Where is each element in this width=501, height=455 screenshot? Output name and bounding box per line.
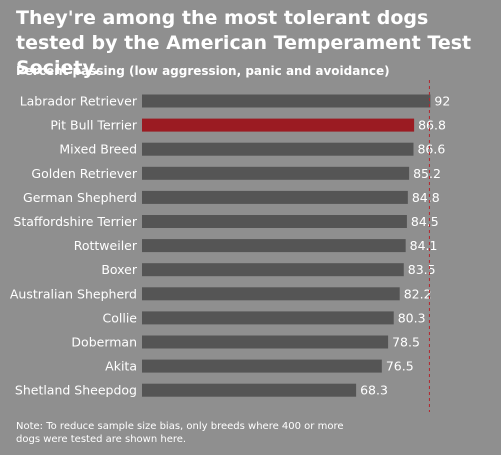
category-label-rottweiler: Rottweiler bbox=[74, 238, 138, 253]
bar-rottweiler bbox=[142, 239, 406, 253]
category-label-labrador-retriever: Labrador Retriever bbox=[20, 94, 138, 109]
chart-subtitle: Percent passing (low aggression, panic a… bbox=[16, 64, 390, 78]
bar-collie bbox=[142, 311, 394, 325]
value-label-akita: 76.5 bbox=[386, 359, 414, 374]
chart-title: They're among the most tolerant dogs tes… bbox=[16, 7, 472, 79]
category-label-mixed-breed: Mixed Breed bbox=[59, 142, 137, 157]
value-label-shetland-sheepdog: 68.3 bbox=[360, 383, 388, 398]
category-label-german-shepherd: German Shepherd bbox=[23, 190, 137, 205]
bar-doberman bbox=[142, 335, 389, 349]
value-label-golden-retriever: 85.2 bbox=[413, 166, 441, 181]
value-label-collie: 80.3 bbox=[398, 310, 426, 325]
category-label-boxer: Boxer bbox=[101, 262, 138, 277]
value-label-rottweiler: 84.1 bbox=[410, 238, 438, 253]
category-label-collie: Collie bbox=[103, 310, 138, 325]
value-label-staffordshire-terrier: 84.5 bbox=[411, 214, 439, 229]
bar-australian-shepherd bbox=[142, 287, 400, 301]
bar-labrador-retriever bbox=[142, 94, 431, 108]
category-label-golden-retriever: Golden Retriever bbox=[31, 166, 137, 181]
bar-golden-retriever bbox=[142, 166, 410, 180]
bar-shetland-sheepdog bbox=[142, 383, 357, 397]
value-label-german-shepherd: 84.8 bbox=[412, 190, 440, 205]
footnote: Note: To reduce sample size bias, only b… bbox=[16, 421, 344, 445]
bar-german-shepherd bbox=[142, 190, 408, 204]
category-label-australian-shepherd: Australian Shepherd bbox=[10, 286, 137, 301]
bar-staffordshire-terrier bbox=[142, 215, 407, 228]
category-label-akita: Akita bbox=[105, 359, 137, 374]
bar-mixed-breed bbox=[142, 142, 414, 156]
value-label-boxer: 83.5 bbox=[408, 262, 436, 277]
bar-akita bbox=[142, 359, 382, 373]
value-label-mixed-breed: 86.6 bbox=[417, 142, 445, 157]
category-label-shetland-sheepdog: Shetland Sheepdog bbox=[15, 383, 137, 398]
value-label-australian-shepherd: 82.2 bbox=[404, 286, 432, 301]
value-label-labrador-retriever: 92 bbox=[434, 94, 450, 109]
bar-pit-bull-terrier bbox=[142, 118, 415, 132]
value-label-pit-bull-terrier: 86.8 bbox=[418, 118, 446, 133]
category-label-staffordshire-terrier: Staffordshire Terrier bbox=[13, 214, 137, 229]
value-label-doberman: 78.5 bbox=[392, 335, 420, 350]
category-label-doberman: Doberman bbox=[71, 335, 137, 350]
category-label-pit-bull-terrier: Pit Bull Terrier bbox=[50, 118, 137, 133]
bar-boxer bbox=[142, 263, 404, 277]
